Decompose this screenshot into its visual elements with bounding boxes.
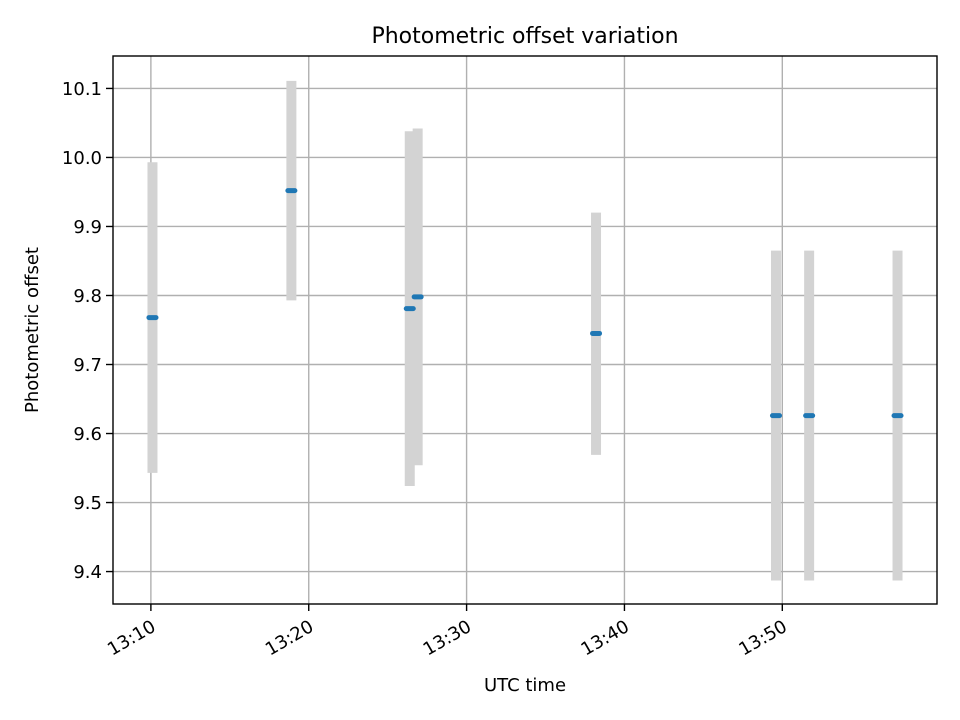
x-axis-label: UTC time xyxy=(484,675,566,696)
y-tick-label: 9.4 xyxy=(73,562,102,583)
x-tick-label: 13:30 xyxy=(420,616,475,660)
chart-title: Photometric offset variation xyxy=(371,24,678,49)
errorbar-layer xyxy=(147,80,903,581)
y-tick-label: 9.7 xyxy=(73,355,102,376)
tick-layer: 13:10 13:20 13:30 13:40 13:50 9.4 9.5 9.6 9.7 9.8… xyxy=(62,79,791,660)
y-tick-label: 9.5 xyxy=(73,493,102,514)
y-tick-label: 9.9 xyxy=(73,217,102,238)
grid-layer xyxy=(113,56,937,604)
plot-frame xyxy=(112,55,938,605)
y-tick-label: 9.8 xyxy=(73,286,102,307)
x-tick-label: 13:40 xyxy=(578,616,633,660)
y-tick-label: 10.0 xyxy=(62,148,102,169)
marker-layer xyxy=(146,188,904,419)
x-tick-label: 13:20 xyxy=(262,616,317,660)
y-tick-label: 9.6 xyxy=(73,424,102,445)
y-axis-label: Photometric offset xyxy=(22,247,43,413)
x-tick-label: 13:10 xyxy=(104,616,159,660)
x-tick-label: 13:50 xyxy=(735,616,790,660)
y-tick-label: 10.1 xyxy=(62,79,102,100)
